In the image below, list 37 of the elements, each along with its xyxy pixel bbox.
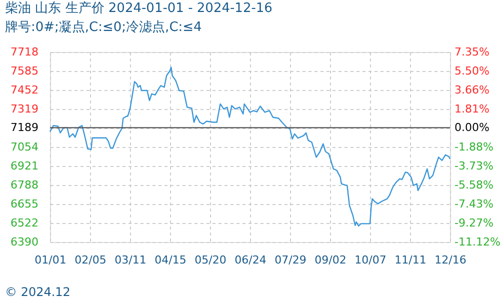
line-series [49, 66, 451, 227]
x-tick-label: 03/11 [114, 254, 146, 266]
x-tick-label: 05/20 [194, 254, 226, 266]
y2-tick-label: -5.58% [454, 178, 494, 192]
y2-tick-label: -1.88% [454, 140, 494, 154]
x-tick-label: 11/11 [394, 254, 426, 266]
text: © 2024.12 [5, 285, 70, 299]
y2-tick-label: 3.66% [454, 83, 490, 96]
y2-tick-label: 1.81% [454, 102, 490, 116]
x-tick-label: 01/01 [34, 254, 66, 266]
y-tick-label: 7718 [10, 46, 38, 58]
y2-tick-label: -7.43% [454, 198, 494, 211]
y-tick-label: 7585 [10, 64, 38, 78]
x-tick-label: 07/29 [274, 254, 306, 266]
y2-tick-label: 0.00% [454, 121, 490, 134]
y-tick-label: 7189 [10, 121, 38, 134]
chart-title: 柴油 山东 生产价 2024-01-01 - 2024-12-16 [5, 1, 272, 16]
x-tick-label: 04/15 [154, 254, 186, 266]
y-tick-label: 6522 [10, 216, 38, 230]
y-tick-label: 7452 [10, 84, 38, 97]
x-tick-label: 09/02 [314, 254, 346, 266]
y-tick-label: 6788 [10, 178, 38, 192]
y-tick-label: 7319 [10, 102, 38, 116]
x-tick-label: 06/24 [234, 254, 266, 266]
x-tick-label: 02/05 [74, 254, 106, 266]
y-tick-label: 6921 [10, 160, 38, 173]
x-tick-label: 12/16 [434, 254, 466, 266]
y2-tick-label: -9.27% [454, 216, 494, 230]
y2-tick-label: 5.50% [454, 64, 490, 78]
y-tick-label: 6390 [10, 236, 38, 248]
chart-subtitle: 牌号:0#;凝点,C:≤0;冷滤点,C:≤4 [5, 20, 202, 35]
y-tick-label: 7054 [10, 140, 38, 154]
y2-tick-label: -3.73% [454, 159, 494, 172]
y2-tick-label: -11.12% [454, 236, 500, 248]
x-tick-label: 10/07 [354, 254, 386, 266]
y-tick-label: 6655 [10, 198, 38, 211]
y2-tick-label: 7.35% [454, 46, 490, 58]
